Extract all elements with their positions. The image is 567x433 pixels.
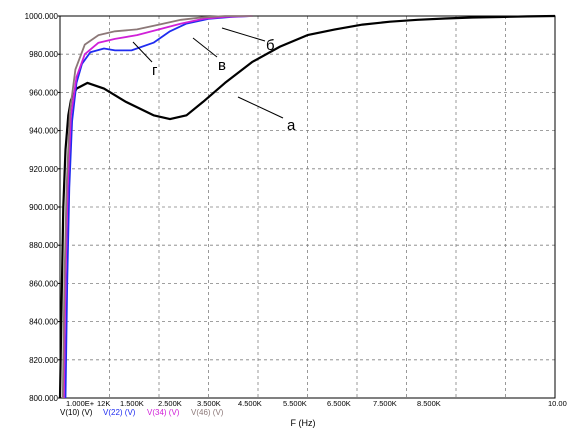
series-line bbox=[64, 15, 253, 399]
y-tick-label: 880.000 bbox=[29, 241, 58, 250]
y-tick-label: 800.000 bbox=[29, 394, 58, 403]
x-tick-label: 4.500K bbox=[238, 399, 262, 408]
x-tick-label: 1.000E+ bbox=[66, 399, 95, 408]
annotation-leader bbox=[132, 41, 153, 63]
y-tick-label: 900.000 bbox=[29, 203, 58, 212]
x-tick-labels: 1.000E+ 12K 1.500K 2.500K 3.500K 4.500K 5.500K… bbox=[66, 399, 567, 408]
y-tick-labels: 1000.000 980.000 960.000 940.000 920.000 900.… bbox=[25, 12, 60, 403]
y-tick-label: 980.000 bbox=[29, 50, 58, 59]
annotation-label: г bbox=[152, 62, 158, 79]
y-tick-label: 940.000 bbox=[29, 127, 58, 136]
y-tick-label: 1000.000 bbox=[25, 12, 59, 21]
series-line bbox=[63, 15, 253, 399]
x-tick-label: 7.500K bbox=[373, 399, 397, 408]
annotation-label: в bbox=[218, 57, 226, 74]
x-tick-label: 10.000 bbox=[548, 399, 567, 408]
series-line bbox=[61, 15, 253, 399]
annotation-leader bbox=[192, 37, 218, 58]
x-tick-label: 6.500K bbox=[327, 399, 351, 408]
y-tick-label: 860.000 bbox=[29, 279, 58, 288]
y-tick-label: 820.000 bbox=[29, 356, 58, 365]
x-tick-label: 2.500K bbox=[158, 399, 182, 408]
legend-entry: V(34) (V) bbox=[147, 408, 180, 417]
annotation-label: б bbox=[266, 37, 275, 54]
annotations: а б в г bbox=[132, 27, 296, 134]
grid-lines bbox=[60, 16, 555, 398]
x-axis-label: F (Hz) bbox=[291, 418, 316, 428]
x-tick-label: 8.500K bbox=[417, 399, 441, 408]
y-tick-label: 840.000 bbox=[29, 318, 58, 327]
x-tick-label: 12K bbox=[97, 399, 110, 408]
legend: V(10) (V) V(22) (V) V(34) (V) V(46) (V) bbox=[60, 408, 224, 417]
x-tick-label: 5.500K bbox=[283, 399, 307, 408]
legend-entry: V(10) (V) bbox=[60, 408, 93, 417]
x-tick-label: 1.500K bbox=[120, 399, 144, 408]
series-lines bbox=[58, 14, 556, 399]
annotation-leader bbox=[237, 96, 284, 119]
y-tick-label: 920.000 bbox=[29, 165, 58, 174]
x-tick-label: 3.500K bbox=[197, 399, 221, 408]
annotation-label: а bbox=[287, 117, 296, 134]
legend-entry: V(46) (V) bbox=[191, 408, 224, 417]
annotation-leader bbox=[221, 27, 266, 42]
y-tick-label: 960.000 bbox=[29, 88, 58, 97]
legend-entry: V(22) (V) bbox=[103, 408, 136, 417]
